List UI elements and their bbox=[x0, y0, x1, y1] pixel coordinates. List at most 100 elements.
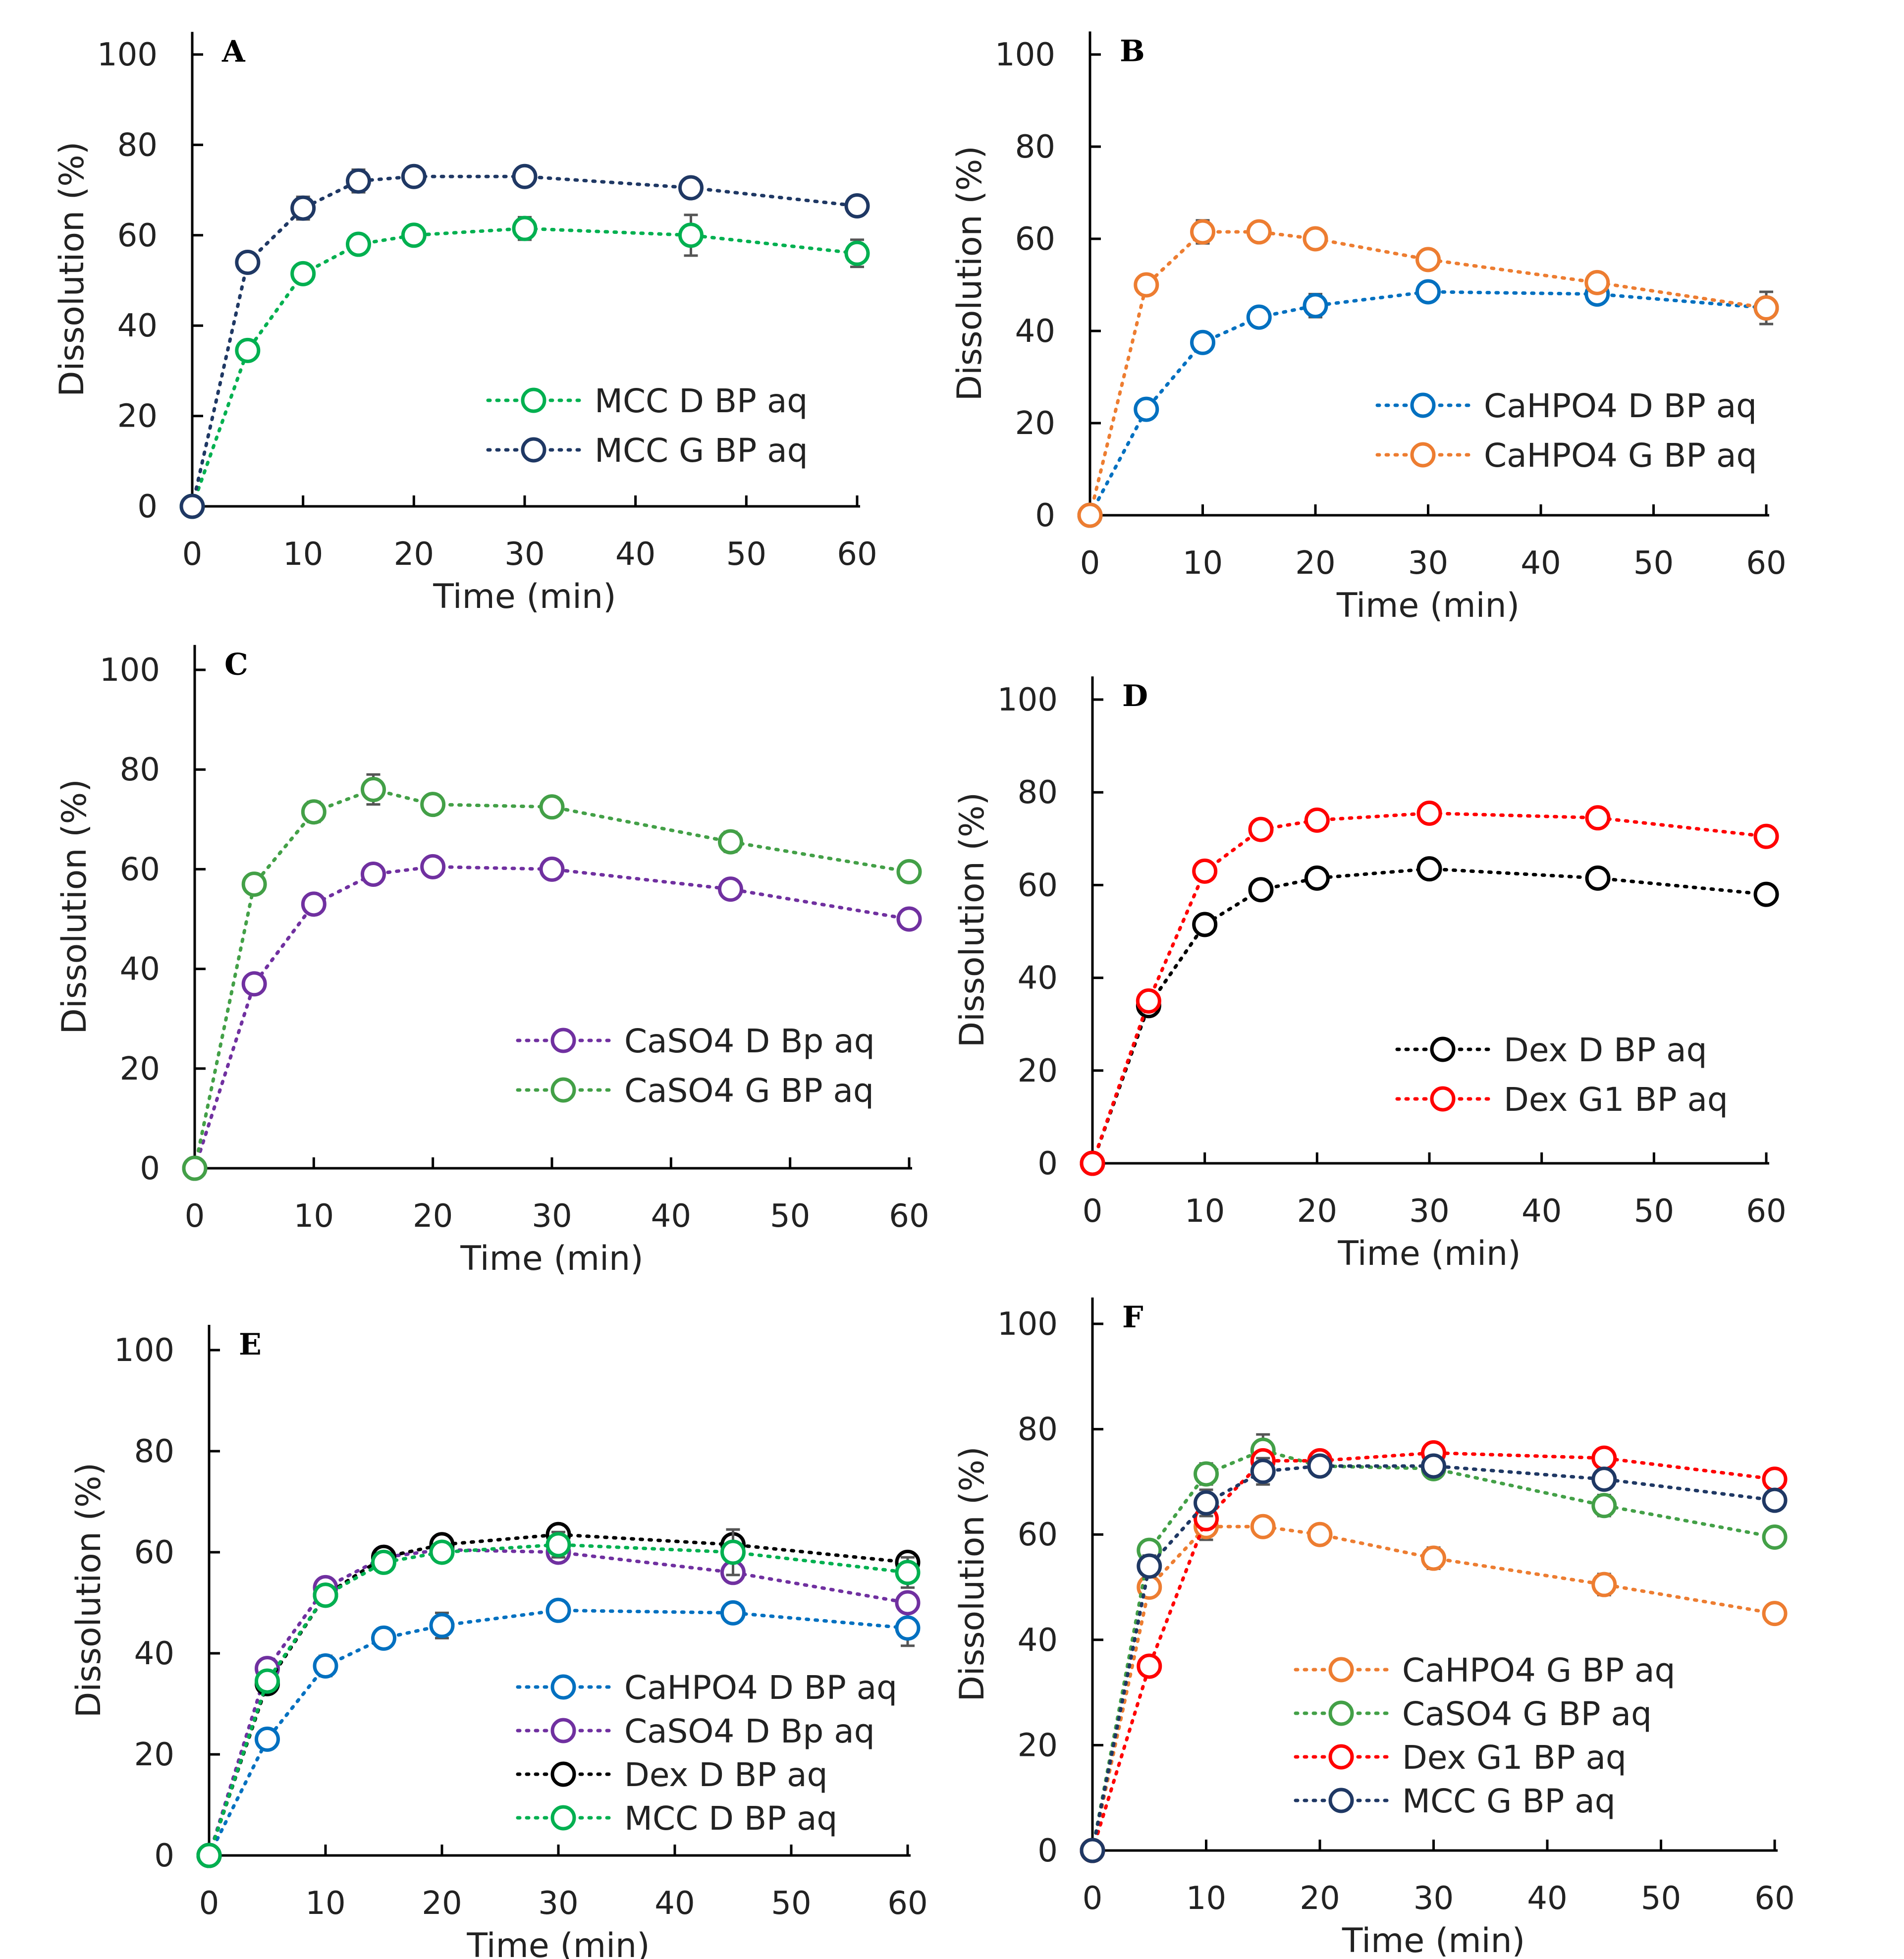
y-tick-label: 100 bbox=[997, 682, 1058, 718]
legend-item: MCC D BP aq bbox=[516, 1799, 837, 1838]
legend-item: CaHPO4 D BP aq bbox=[1375, 387, 1757, 425]
data-point bbox=[718, 876, 743, 902]
legend-item: CaHPO4 G BP aq bbox=[1375, 436, 1757, 475]
x-tick-label: 60 bbox=[1746, 545, 1786, 582]
legend-marker bbox=[521, 387, 546, 413]
panel-letter: A bbox=[221, 34, 246, 69]
data-point bbox=[179, 493, 205, 519]
x-tick-label: 50 bbox=[1634, 1193, 1674, 1230]
legend-item: CaSO4 G BP aq bbox=[1294, 1695, 1652, 1733]
data-point bbox=[1303, 293, 1328, 319]
legend-marker bbox=[1430, 1036, 1456, 1062]
legend-item: Dex G1 BP aq bbox=[1395, 1081, 1728, 1119]
data-point bbox=[1080, 1150, 1105, 1176]
data-point bbox=[301, 891, 326, 917]
data-point bbox=[361, 776, 386, 802]
legend-label: CaHPO4 G BP aq bbox=[1484, 436, 1757, 475]
y-tick-label: 20 bbox=[134, 1737, 174, 1773]
data-point bbox=[1137, 1653, 1162, 1679]
series-dex-g1 bbox=[1080, 800, 1779, 1176]
y-tick-label: 40 bbox=[120, 951, 160, 988]
y-tick-label: 60 bbox=[117, 218, 158, 254]
x-tick-label: 50 bbox=[1633, 545, 1674, 582]
x-tick-label: 0 bbox=[1083, 1193, 1103, 1230]
legend-label: MCC D BP aq bbox=[595, 382, 808, 420]
series-mcc-d bbox=[196, 1528, 921, 1868]
y-tick-label: 60 bbox=[1018, 867, 1058, 904]
series-line bbox=[207, 1548, 910, 1857]
data-point bbox=[1246, 219, 1272, 245]
y-tick-label: 100 bbox=[995, 37, 1055, 73]
y-tick-label: 0 bbox=[137, 489, 158, 525]
data-point bbox=[720, 1600, 746, 1626]
x-tick-label: 20 bbox=[394, 536, 434, 573]
x-tick-label: 40 bbox=[651, 1198, 691, 1235]
x-tick-label: 40 bbox=[1522, 1193, 1562, 1230]
data-point bbox=[196, 1843, 222, 1868]
x-tick-label: 10 bbox=[1186, 1880, 1226, 1917]
x-tick-label: 0 bbox=[182, 536, 203, 573]
x-axis-title: Time (min) bbox=[1336, 586, 1520, 625]
data-point bbox=[1585, 805, 1611, 831]
y-axis-title: Dissolution (%) bbox=[53, 142, 92, 397]
data-point bbox=[844, 240, 870, 266]
legend-label: CaSO4 G BP aq bbox=[1402, 1695, 1652, 1733]
legend-item: MCC D BP aq bbox=[486, 382, 808, 420]
data-point bbox=[895, 1590, 921, 1616]
y-tick-label: 0 bbox=[1037, 1145, 1058, 1182]
legend-item: CaSO4 D Bp aq bbox=[516, 1712, 875, 1750]
y-tick-label: 20 bbox=[1015, 405, 1055, 442]
y-tick-label: 100 bbox=[114, 1332, 174, 1369]
legend-marker bbox=[1328, 1744, 1354, 1770]
data-point bbox=[1194, 1490, 1219, 1516]
data-point bbox=[346, 168, 371, 194]
x-tick-label: 10 bbox=[294, 1198, 334, 1235]
x-axis-title: Time (min) bbox=[1342, 1921, 1525, 1959]
series-line bbox=[1090, 867, 1768, 1165]
data-point bbox=[346, 231, 371, 257]
y-tick-label: 100 bbox=[100, 652, 160, 689]
legend-label: Dex D BP aq bbox=[1504, 1031, 1707, 1069]
x-tick-label: 60 bbox=[889, 1198, 929, 1235]
legend-marker bbox=[521, 437, 546, 463]
legend-marker bbox=[1328, 1657, 1354, 1683]
legend: MCC D BP aq MCC G BP aq bbox=[486, 382, 808, 470]
series-line bbox=[193, 787, 911, 1170]
data-point bbox=[1250, 1514, 1276, 1539]
data-point bbox=[1192, 912, 1218, 937]
data-point bbox=[1190, 329, 1215, 355]
data-point bbox=[182, 1155, 208, 1181]
x-tick-label: 50 bbox=[726, 536, 766, 573]
x-tick-label: 0 bbox=[185, 1198, 205, 1235]
x-tick-label: 0 bbox=[1083, 1880, 1103, 1917]
y-tick-label: 80 bbox=[1015, 129, 1055, 165]
legend-label: MCC G BP aq bbox=[595, 432, 808, 470]
legend-label: CaSO4 G BP aq bbox=[624, 1072, 874, 1110]
legend-label: MCC G BP aq bbox=[1402, 1782, 1616, 1820]
x-tick-label: 30 bbox=[532, 1198, 572, 1235]
legend-marker bbox=[550, 1761, 576, 1787]
data-point bbox=[420, 854, 446, 879]
data-point bbox=[290, 261, 316, 286]
x-tick-label: 30 bbox=[504, 536, 544, 573]
y-axis-title: Dissolution (%) bbox=[69, 1463, 109, 1718]
data-point bbox=[1190, 219, 1215, 245]
series-line bbox=[1088, 230, 1768, 517]
legend-marker bbox=[1410, 392, 1436, 418]
x-axis-title: Time (min) bbox=[460, 1239, 643, 1278]
data-point bbox=[255, 1726, 280, 1752]
data-point bbox=[241, 871, 267, 897]
y-tick-label: 40 bbox=[1018, 960, 1058, 997]
x-tick-label: 0 bbox=[1080, 545, 1100, 582]
data-point bbox=[720, 1539, 746, 1565]
series-line bbox=[207, 1543, 910, 1857]
data-point bbox=[301, 799, 326, 825]
y-tick-label: 80 bbox=[117, 127, 158, 163]
data-point bbox=[1416, 800, 1442, 826]
panel-letter: F bbox=[1122, 1300, 1143, 1335]
data-point bbox=[371, 1549, 396, 1575]
data-point bbox=[1762, 1487, 1788, 1513]
x-tick-label: 20 bbox=[1300, 1880, 1340, 1917]
y-tick-label: 20 bbox=[1018, 1727, 1058, 1764]
data-point bbox=[896, 859, 922, 884]
